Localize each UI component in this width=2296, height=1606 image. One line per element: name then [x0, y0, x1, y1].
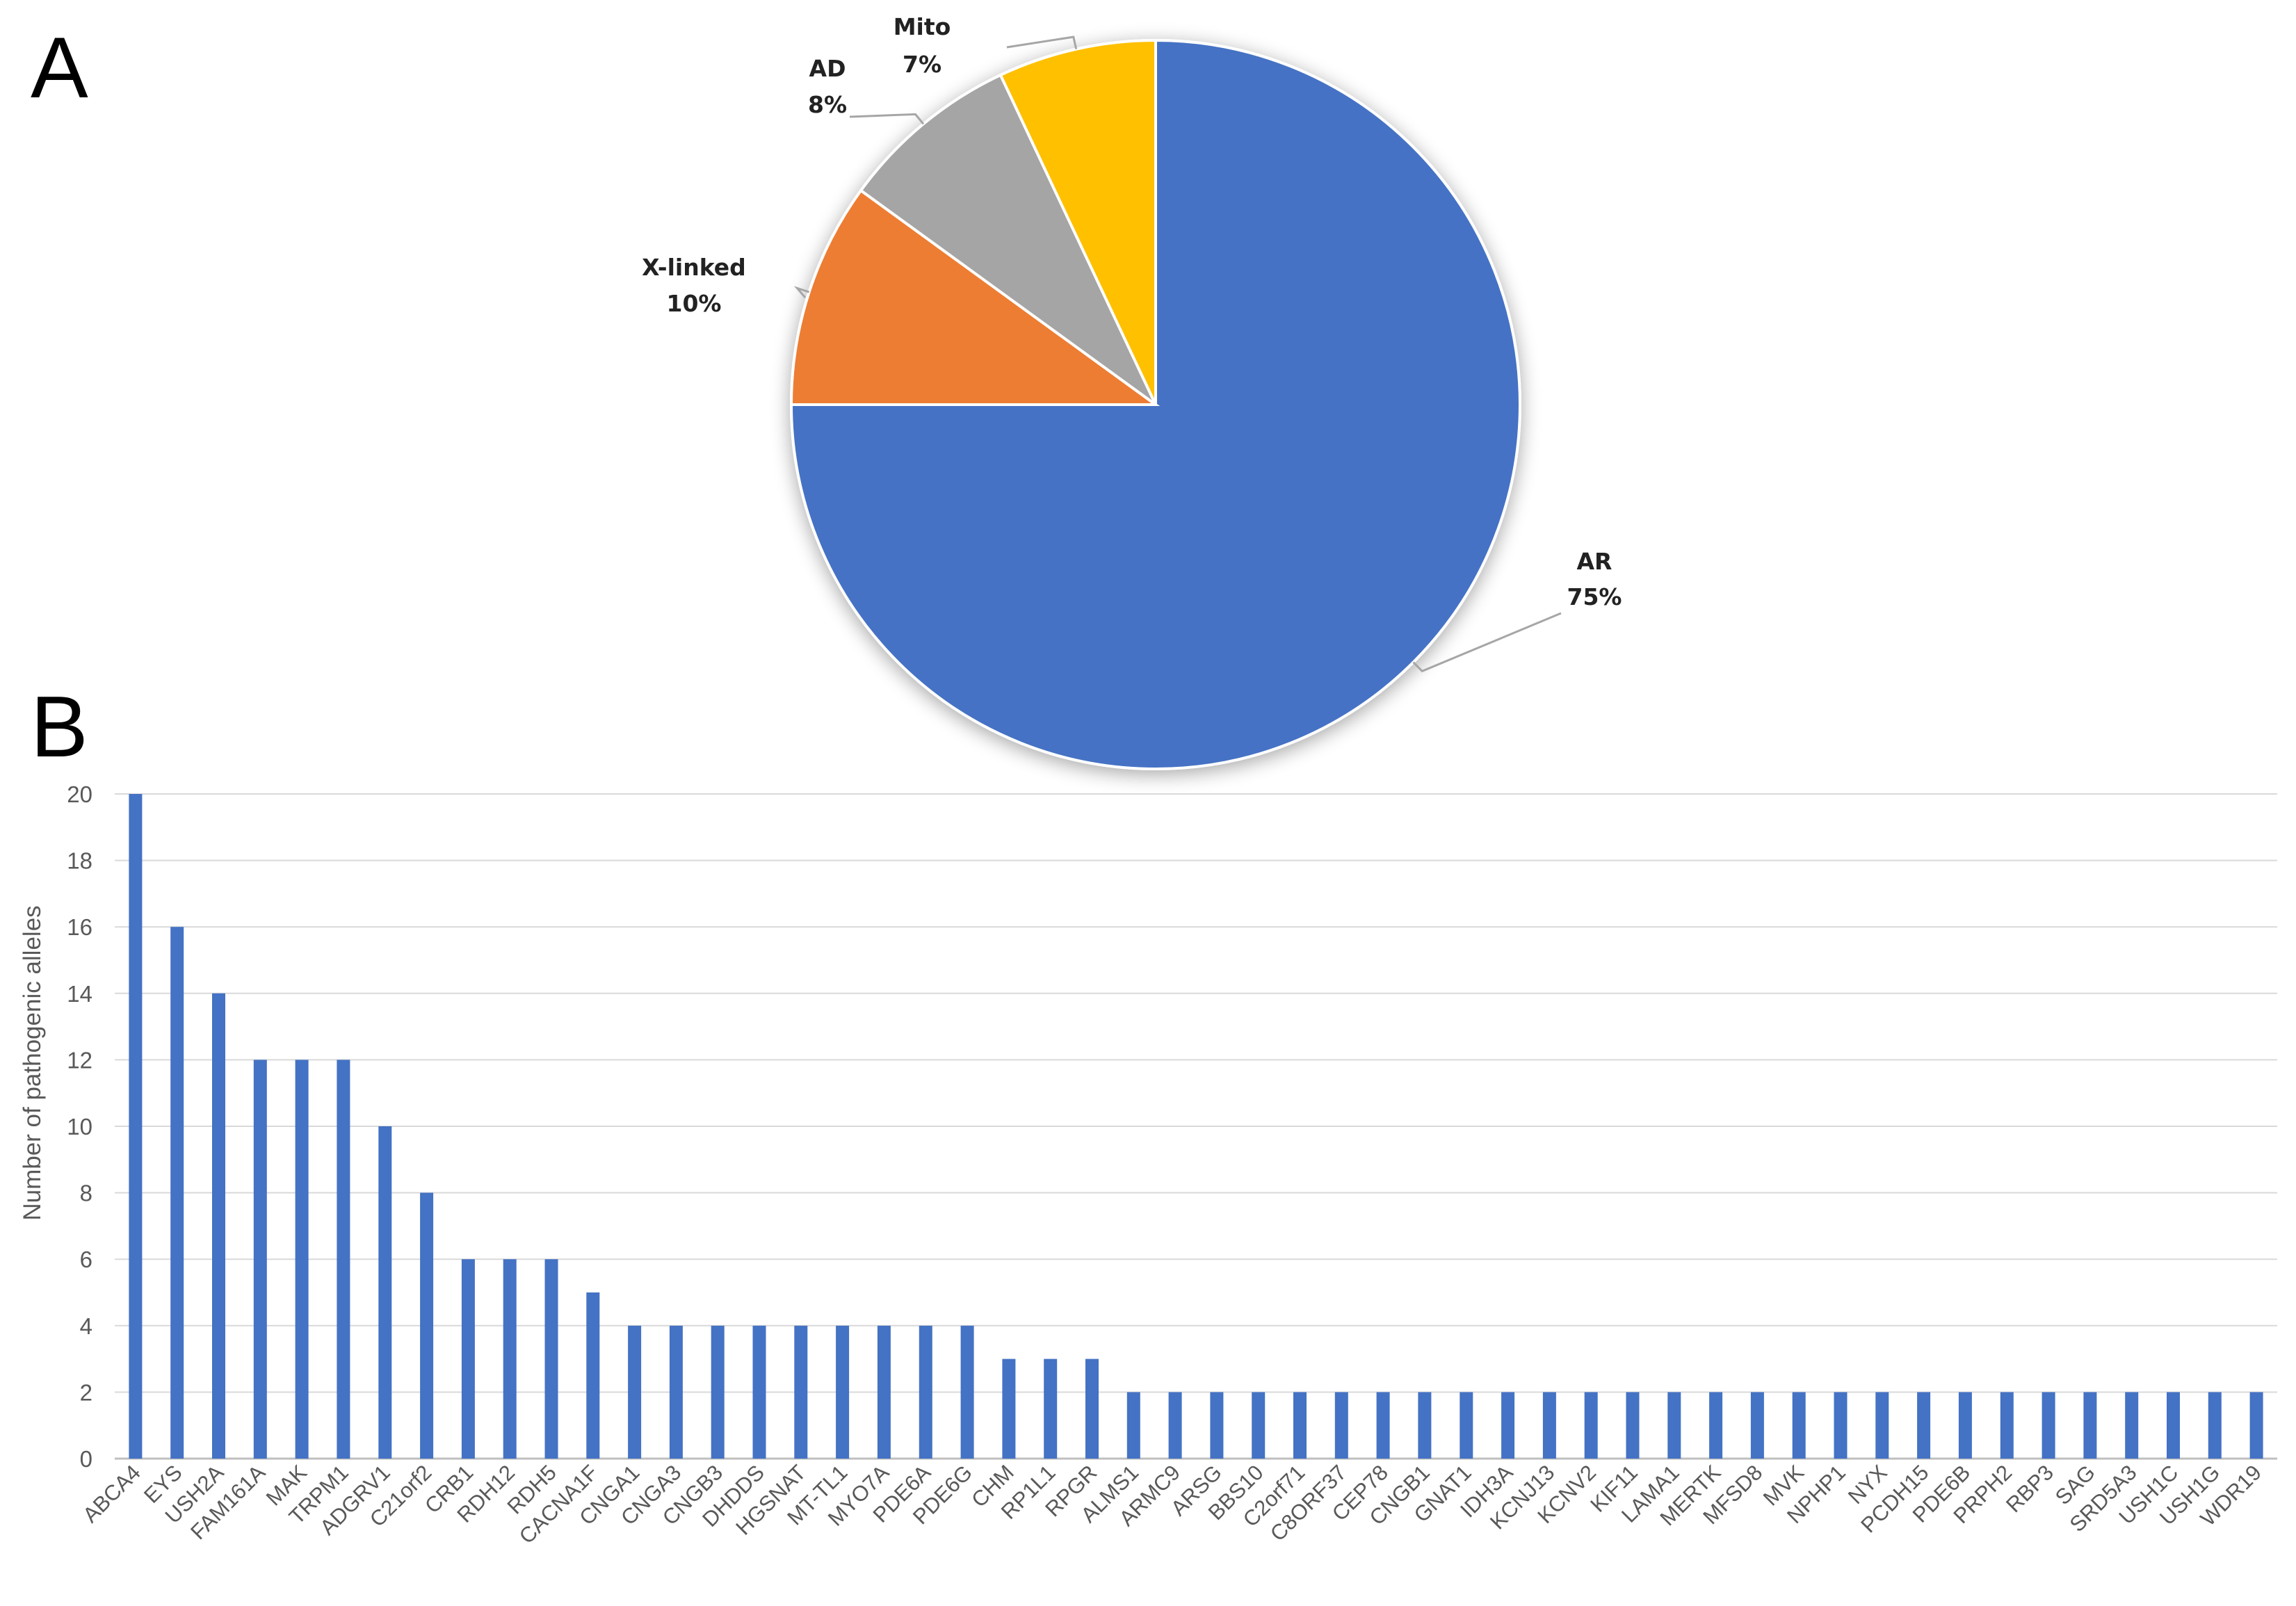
y-axis-title: Number of pathogenic alleles [19, 905, 46, 1220]
bar-kcnv2 [1584, 1392, 1598, 1459]
bar-nyx [1875, 1392, 1889, 1459]
bar-prph2 [2000, 1392, 2014, 1459]
leader-line-x-linked [793, 286, 810, 298]
y-tick-10: 10 [67, 1114, 92, 1139]
bar-alms1 [1126, 1392, 1140, 1459]
bar-cep78 [1376, 1392, 1390, 1459]
pie-slice-x-linked [789, 188, 1161, 406]
bar-ush1g [2208, 1392, 2222, 1459]
pie-label-mito-percent: 7% [903, 51, 941, 78]
bar-adgrv1 [378, 1126, 392, 1459]
bar-c21orf2 [420, 1192, 434, 1459]
bar-c8orf37 [1334, 1392, 1348, 1459]
bar-cngb3 [711, 1325, 725, 1459]
x-tick-labels: ABCA4EYSUSH2AFAM161AMAKTRPM1ADGRV1C21orf… [78, 1460, 2266, 1548]
bar-pde6a [919, 1325, 932, 1459]
bar-lama1 [1667, 1392, 1681, 1459]
pie-label-ad-name: AD [809, 55, 846, 82]
pie-slice-mito [999, 38, 1157, 405]
pie-label-ad-percent: 8% [808, 91, 847, 118]
bar-rdh5 [544, 1259, 558, 1459]
leader-line-mito [1006, 35, 1078, 49]
y-tick-16: 16 [67, 914, 92, 940]
bar-rp1l1 [1044, 1358, 1058, 1459]
bar-cngb1 [1418, 1392, 1432, 1459]
bar-pde6g [960, 1325, 974, 1459]
bar-hgsnat [794, 1325, 808, 1459]
bar-cnga3 [669, 1325, 683, 1459]
bar-rbp3 [2042, 1392, 2055, 1459]
gridlines [115, 793, 2277, 1460]
bar-dhdds [752, 1325, 766, 1459]
pie-label-x-linked: X-linked 10% [642, 254, 746, 317]
bar-c2orf71 [1293, 1392, 1307, 1459]
y-tick-20: 20 [67, 781, 92, 807]
bar-wdr19 [2249, 1392, 2263, 1459]
bar-ush2a [212, 993, 225, 1459]
leader-line-ad [849, 113, 925, 125]
y-tick-2: 2 [80, 1379, 92, 1405]
leader-line-ar [1412, 612, 1562, 673]
y-tick-0: 0 [80, 1446, 92, 1472]
bar-cnga1 [628, 1325, 642, 1459]
bar-mvk [1792, 1392, 1806, 1459]
bar-chm [1002, 1358, 1016, 1459]
pie-label-x-linked-name: X-linked [642, 254, 746, 281]
pie-label-mito: Mito 7% [894, 13, 951, 78]
bar-ush1c [2167, 1392, 2180, 1459]
bar-eys [170, 927, 184, 1459]
bar-rdh12 [503, 1259, 517, 1459]
bar-mfsd8 [1750, 1392, 1764, 1459]
panel-a-label: A [31, 20, 88, 116]
bar-nphp1 [1834, 1392, 1848, 1459]
pie-label-ar-percent: 75% [1567, 583, 1622, 610]
y-tick-labels: 0 2 4 6 8 10 12 14 16 18 20 [67, 781, 92, 1472]
bar-idh3a [1501, 1392, 1515, 1459]
bar-pde6b [1958, 1392, 1972, 1459]
y-tick-6: 6 [80, 1247, 92, 1272]
bar-mt-tl1 [836, 1325, 850, 1459]
bar-kif11 [1626, 1392, 1640, 1459]
bar-mertk [1709, 1392, 1723, 1459]
bar-fam161a [253, 1060, 267, 1459]
bar-trpm1 [337, 1060, 350, 1459]
bar-arsg [1210, 1392, 1224, 1459]
pie-label-mito-name: Mito [894, 13, 951, 40]
x-tick-rbp3: RBP3 [2001, 1460, 2058, 1517]
bar-chart: 0 2 4 6 8 10 12 14 16 18 20 ABCA4EYSUSH2AFAM161AMA… [19, 781, 2277, 1548]
y-tick-12: 12 [67, 1047, 92, 1073]
bar-crb1 [461, 1259, 475, 1459]
bar-pcdh15 [1917, 1392, 1931, 1459]
pie-label-ar: AR 75% [1567, 548, 1622, 610]
pie-chart: AR 75% X-linked 10% AD 8% Mito 7% [642, 13, 1622, 770]
y-tick-14: 14 [67, 981, 92, 1007]
y-tick-4: 4 [80, 1313, 92, 1339]
bar-rpgr [1085, 1358, 1099, 1459]
bar-srd5a3 [2125, 1392, 2139, 1459]
bar-abca4 [129, 794, 143, 1459]
bar-kcnj13 [1542, 1392, 1556, 1459]
bar-bbs10 [1252, 1392, 1266, 1459]
pie-leader-lines [793, 35, 1562, 673]
bar-cacna1f [586, 1292, 600, 1459]
bar-mak [295, 1060, 309, 1459]
y-tick-18: 18 [67, 848, 92, 874]
bar-myo7a [877, 1325, 891, 1459]
y-tick-8: 8 [80, 1181, 92, 1206]
bar-sag [2083, 1392, 2097, 1459]
panel-b-label: B [31, 679, 88, 775]
bar-gnat1 [1460, 1392, 1473, 1459]
bar-armc9 [1168, 1392, 1182, 1459]
pie-label-x-linked-percent: 10% [667, 290, 722, 317]
bars [129, 794, 2263, 1459]
pie-slices [789, 38, 1521, 770]
pie-label-ad: AD 8% [808, 55, 847, 118]
pie-label-ar-name: AR [1577, 548, 1612, 575]
